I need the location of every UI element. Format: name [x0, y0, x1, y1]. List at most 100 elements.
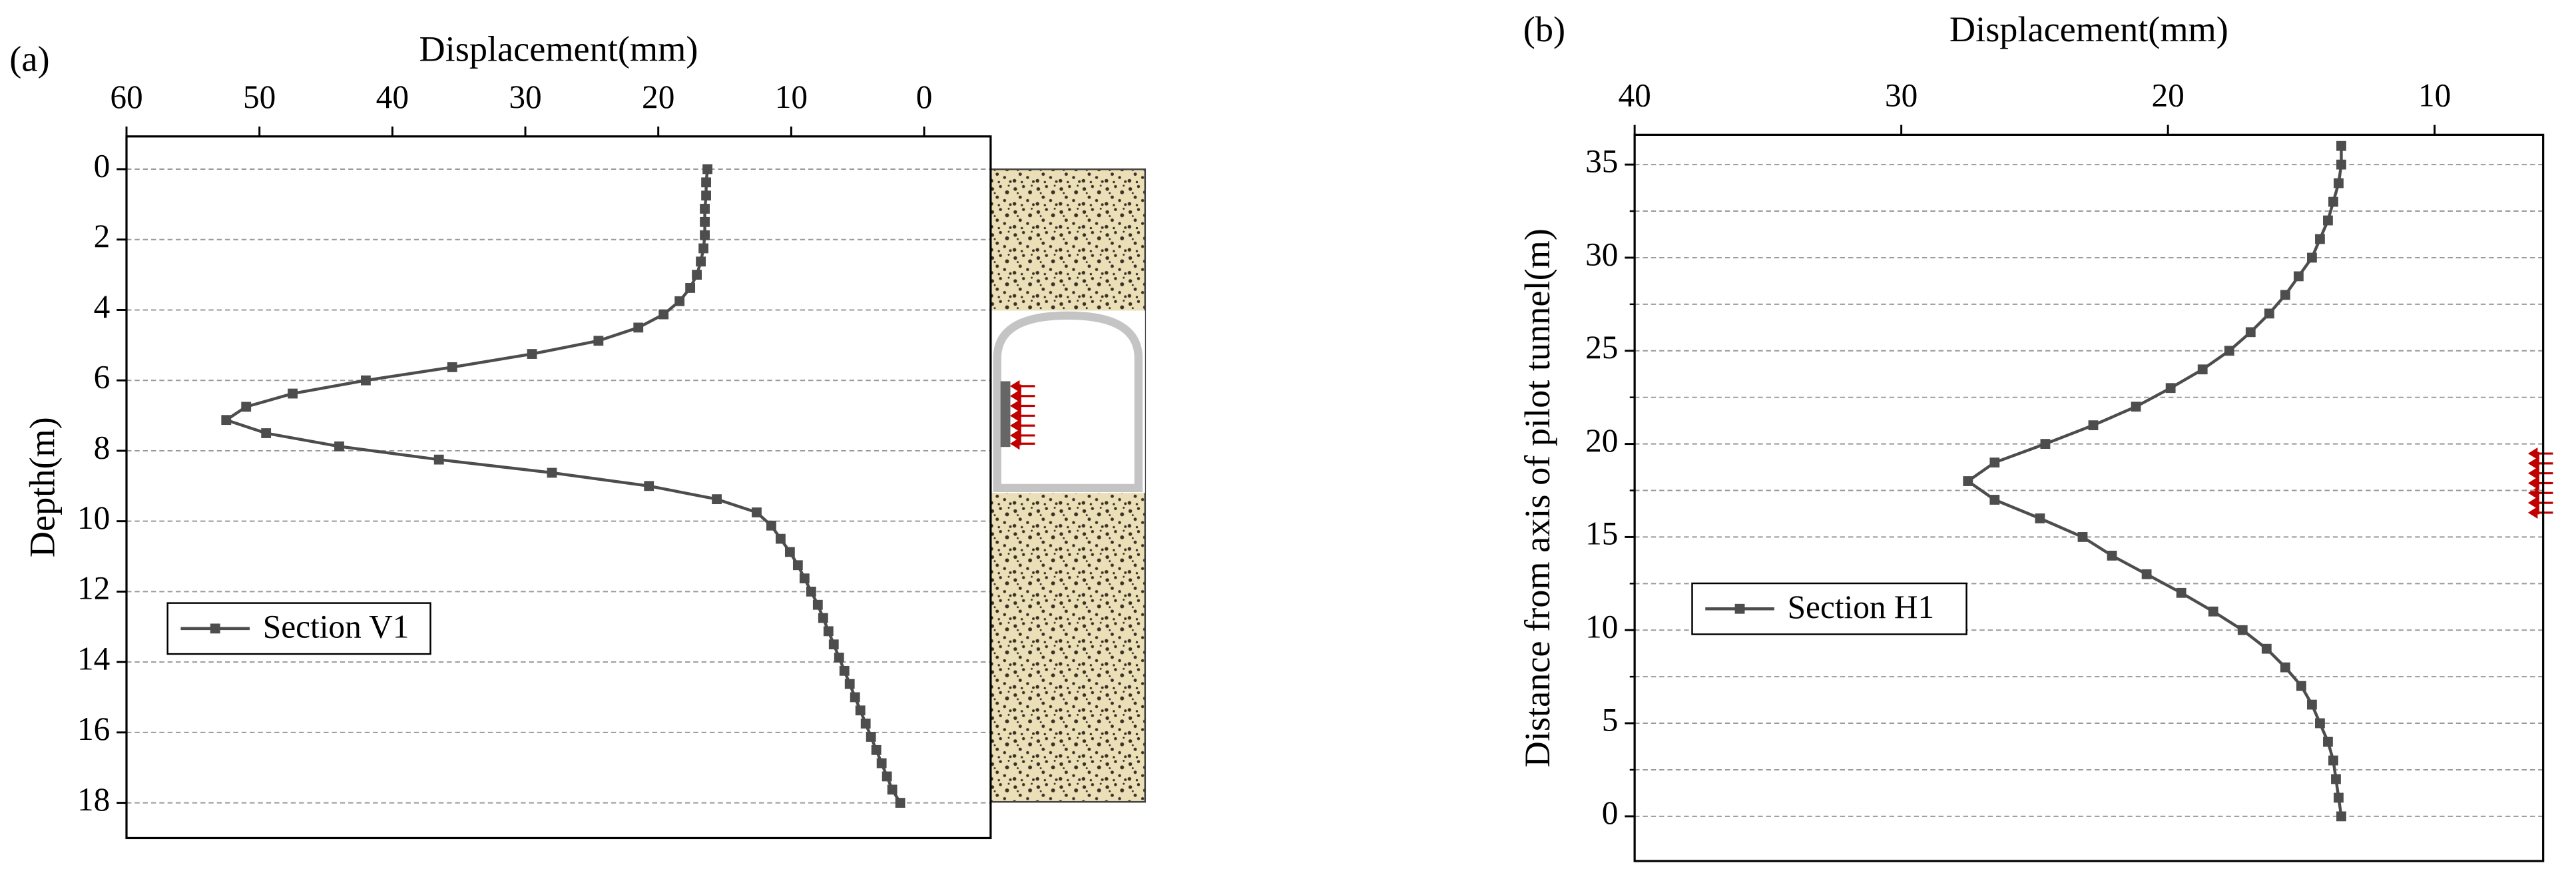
data-marker: [2261, 643, 2272, 654]
data-marker: [2315, 718, 2325, 729]
legend-label: Section H1: [1788, 589, 1935, 625]
panel-label: (a): [9, 39, 49, 79]
plot-frame: [1633, 133, 2545, 862]
data-marker: [2264, 308, 2274, 319]
data-marker: [834, 653, 844, 663]
data-marker: [692, 270, 702, 280]
x-tick-label: 20: [642, 79, 674, 115]
x-tick-label: 50: [243, 79, 276, 115]
y-tick-label: 4: [94, 288, 111, 325]
data-marker: [2307, 699, 2317, 710]
data-marker: [633, 322, 644, 333]
data-line: [1965, 146, 2343, 817]
data-marker: [2307, 252, 2317, 263]
data-marker: [2088, 420, 2099, 431]
data-marker: [288, 388, 298, 399]
y-tick-label: 6: [94, 359, 111, 396]
data-marker: [775, 533, 786, 544]
data-marker: [2328, 755, 2338, 766]
data-marker: [2323, 215, 2333, 226]
y-tick-label: 15: [1585, 515, 1618, 552]
load-arrows: [2527, 447, 2553, 519]
data-marker: [241, 402, 252, 412]
data-marker: [701, 177, 711, 188]
plot-frame: [125, 135, 992, 840]
data-marker: [839, 665, 850, 676]
y-tick-label: 35: [1585, 143, 1618, 179]
data-marker: [806, 586, 816, 597]
data-marker: [2224, 346, 2234, 356]
data-marker: [712, 494, 722, 505]
y-tick-label: 2: [94, 218, 111, 254]
y-tick-label: 16: [77, 711, 110, 747]
data-marker: [876, 758, 887, 768]
legend-marker: [1734, 603, 1745, 614]
data-marker: [2323, 737, 2333, 747]
data-marker: [2131, 402, 2141, 412]
data-marker: [860, 719, 871, 729]
data-marker: [2293, 271, 2304, 282]
data-marker: [644, 481, 654, 491]
data-marker: [2280, 662, 2290, 673]
x-tick-label: 0: [916, 79, 933, 115]
data-marker: [593, 336, 604, 346]
data-marker: [698, 243, 708, 254]
y-tick-label: 20: [1585, 422, 1618, 459]
legend-marker: [210, 623, 220, 634]
x-tick-label: 30: [1885, 77, 1918, 113]
data-marker: [2141, 569, 2152, 579]
data-marker: [433, 454, 444, 465]
data-marker: [828, 639, 839, 650]
y-axis-label: Depth(m): [23, 417, 63, 557]
data-marker: [2165, 383, 2176, 394]
data-marker: [766, 520, 776, 531]
data-marker: [855, 705, 866, 716]
data-marker: [2336, 141, 2346, 151]
data-marker: [2315, 234, 2325, 244]
data-marker: [792, 560, 803, 571]
legend-label: Section V1: [263, 609, 409, 645]
data-marker: [261, 428, 272, 438]
data-marker: [784, 547, 795, 557]
data-marker: [2077, 532, 2088, 542]
x-axis-label: Displacement(mm): [1949, 9, 2228, 49]
y-tick-label: 5: [1602, 701, 1619, 738]
data-marker: [701, 190, 711, 201]
data-marker: [361, 375, 371, 386]
data-marker: [700, 230, 710, 240]
y-tick-label: 8: [94, 429, 111, 465]
data-marker: [882, 771, 892, 782]
data-marker: [2237, 625, 2248, 635]
data-line: [222, 168, 902, 804]
data-marker: [2040, 439, 2051, 449]
data-marker: [685, 283, 696, 293]
data-marker: [1989, 457, 2000, 467]
data-marker: [702, 164, 712, 174]
panel-label: (b): [1523, 9, 1565, 49]
data-marker: [700, 216, 710, 227]
data-marker: [1963, 476, 1973, 486]
y-tick-label: 10: [1585, 609, 1618, 645]
data-marker: [850, 692, 860, 703]
data-marker: [895, 798, 905, 808]
y-tick-label: 0: [1602, 794, 1619, 831]
y-tick-label: 10: [77, 499, 110, 536]
x-tick-label: 10: [2418, 77, 2451, 113]
x-tick-label: 10: [775, 79, 808, 115]
x-axis-label: Displacement(mm): [419, 29, 698, 69]
y-axis-label: Distance from axis of pilot tunnel(m): [1517, 228, 1557, 767]
data-marker: [658, 309, 669, 320]
data-marker: [334, 441, 344, 451]
data-marker: [871, 744, 882, 755]
x-tick-label: 60: [110, 79, 142, 115]
y-tick-label: 25: [1585, 329, 1618, 366]
data-marker: [799, 573, 810, 583]
data-marker: [221, 415, 232, 426]
data-marker: [2176, 587, 2187, 598]
data-marker: [2334, 792, 2344, 803]
data-marker: [2245, 327, 2256, 338]
data-marker: [674, 296, 685, 306]
data-marker: [547, 467, 557, 478]
